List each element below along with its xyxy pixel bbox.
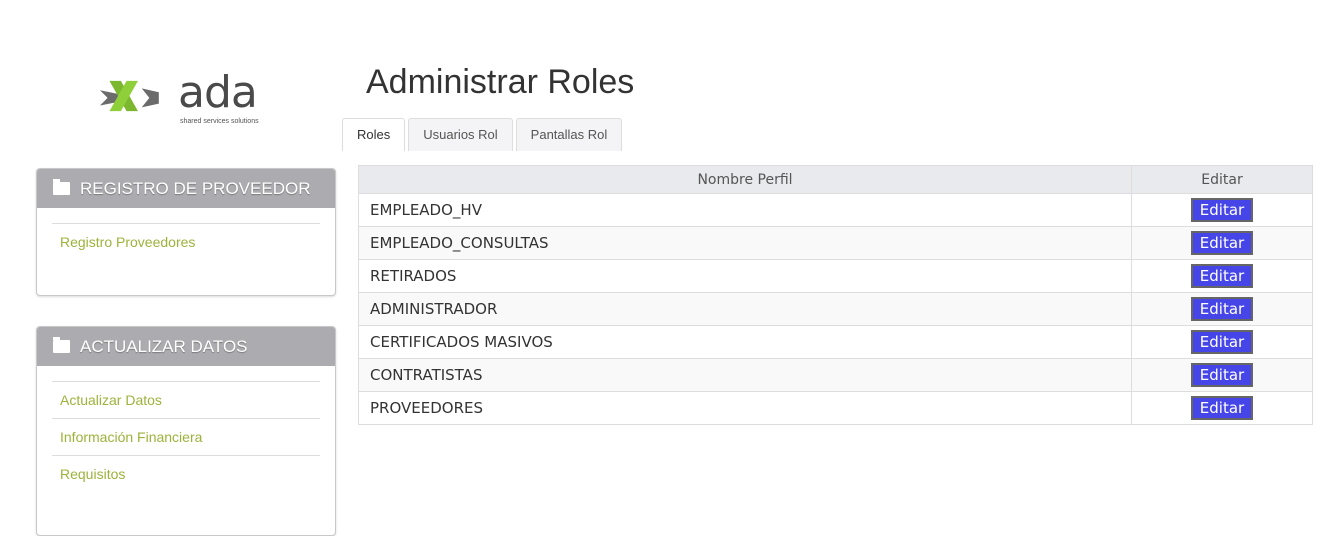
edit-cell: Editar — [1131, 325, 1313, 359]
role-name: RETIRADOS — [358, 259, 1132, 293]
edit-cell: Editar — [1131, 292, 1313, 326]
folder-icon — [53, 179, 70, 195]
panel-registro-proveedor: REGISTRO DE PROVEEDOR Registro Proveedor… — [36, 168, 336, 296]
edit-button[interactable]: Editar — [1190, 264, 1254, 288]
role-name: CERTIFICADOS MASIVOS — [358, 325, 1132, 359]
tab-bar: Roles Usuarios Rol Pantallas Rol — [342, 118, 625, 151]
panel-header: ACTUALIZAR DATOS — [37, 327, 335, 366]
role-name: ADMINISTRADOR — [358, 292, 1132, 326]
edit-cell: Editar — [1131, 226, 1313, 260]
edit-cell: Editar — [1131, 193, 1313, 227]
sidebar-link-actualizar-datos[interactable]: Actualizar Datos — [52, 381, 320, 418]
table-row: CONTRATISTAS Editar — [358, 358, 1313, 392]
edit-button[interactable]: Editar — [1190, 396, 1254, 420]
tab-usuarios-rol[interactable]: Usuarios Rol — [408, 118, 513, 151]
panel-actualizar-datos: ACTUALIZAR DATOS Actualizar Datos Inform… — [36, 326, 336, 536]
sidebar-link-requisitos[interactable]: Requisitos — [52, 455, 320, 492]
role-name: EMPLEADO_CONSULTAS — [358, 226, 1132, 260]
logo-text: ada — [178, 67, 258, 118]
table-row: EMPLEADO_HV Editar — [358, 193, 1313, 227]
ada-logo: ada shared services solutions — [100, 67, 280, 128]
page-title: Administrar Roles — [366, 63, 635, 101]
panel-header: REGISTRO DE PROVEEDOR — [37, 169, 335, 208]
sidebar-link-informacion-financiera[interactable]: Información Financiera — [52, 418, 320, 455]
edit-button[interactable]: Editar — [1190, 297, 1254, 321]
tab-roles[interactable]: Roles — [342, 118, 406, 151]
panel-title: REGISTRO DE PROVEEDOR — [80, 178, 311, 198]
table-row: EMPLEADO_CONSULTAS Editar — [358, 226, 1313, 260]
header-nombre-perfil: Nombre Perfil — [358, 165, 1132, 194]
folder-icon — [53, 337, 70, 353]
header-editar: Editar — [1131, 165, 1313, 194]
edit-button[interactable]: Editar — [1190, 330, 1254, 354]
role-name: CONTRATISTAS — [358, 358, 1132, 392]
edit-button[interactable]: Editar — [1190, 363, 1254, 387]
edit-cell: Editar — [1131, 391, 1313, 425]
logo-tagline: shared services solutions — [180, 118, 259, 125]
sidebar-link-registro-proveedores[interactable]: Registro Proveedores — [52, 223, 320, 260]
logo-mark-icon — [100, 80, 159, 112]
panel-title: ACTUALIZAR DATOS — [80, 336, 248, 356]
edit-cell: Editar — [1131, 358, 1313, 392]
edit-button[interactable]: Editar — [1190, 231, 1254, 255]
role-name: PROVEEDORES — [358, 391, 1132, 425]
table-row: RETIRADOS Editar — [358, 259, 1313, 293]
role-name: EMPLEADO_HV — [358, 193, 1132, 227]
edit-button[interactable]: Editar — [1190, 198, 1254, 222]
edit-cell: Editar — [1131, 259, 1313, 293]
tab-pantallas-rol[interactable]: Pantallas Rol — [515, 118, 623, 151]
table-row: CERTIFICADOS MASIVOS Editar — [358, 325, 1313, 359]
table-row: PROVEEDORES Editar — [358, 391, 1313, 425]
roles-table: Nombre Perfil Editar EMPLEADO_HV Editar EM… — [358, 165, 1313, 425]
table-row: ADMINISTRADOR Editar — [358, 292, 1313, 326]
